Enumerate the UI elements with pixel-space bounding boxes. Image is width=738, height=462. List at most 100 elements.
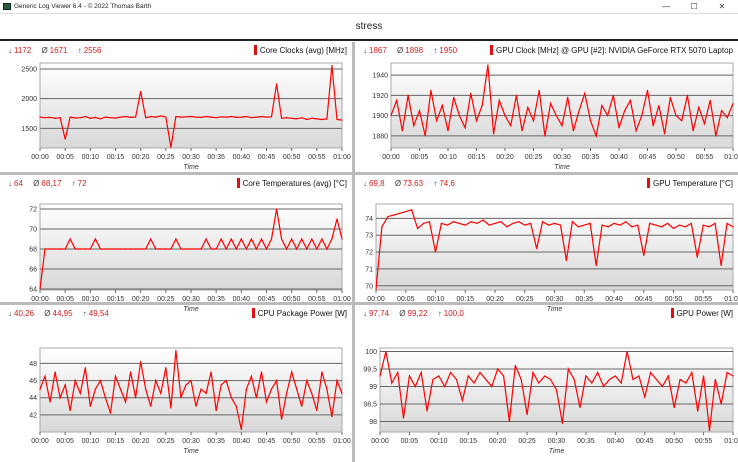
data-point — [260, 371, 263, 373]
x-tick-label: 00:15 — [456, 296, 474, 303]
data-point — [270, 116, 273, 118]
chart-svg: 98 98,5 99 99,5 100 00:00 00:05 00:10 00:15 00:20… — [363, 347, 738, 455]
data-point — [481, 104, 483, 107]
x-tick-label: 00:30 — [182, 438, 200, 445]
data-point — [637, 224, 639, 226]
average-icon: Ø — [44, 309, 51, 318]
data-point — [577, 226, 579, 228]
data-point — [69, 409, 71, 412]
data-point — [84, 248, 86, 250]
data-point — [375, 288, 377, 290]
y-tick-label: 2000 — [21, 96, 37, 103]
chart-title: Core Clocks (avg) [MHz] — [259, 45, 347, 55]
data-point — [589, 222, 591, 224]
data-point — [726, 117, 728, 119]
legend: Core Temperatures (avg) [°C] — [236, 178, 347, 188]
data-point — [473, 382, 475, 384]
x-tick-label: 00:45 — [639, 154, 657, 161]
data-point — [99, 379, 101, 382]
data-point — [686, 94, 688, 96]
data-point — [709, 99, 711, 102]
x-tick-label: 00:45 — [635, 296, 653, 303]
x-tick-label: 00:15 — [107, 154, 125, 161]
data-point — [502, 375, 505, 377]
data-point — [119, 388, 122, 390]
data-point — [74, 117, 76, 119]
x-tick-label: 00:35 — [582, 154, 600, 161]
data-point — [301, 117, 303, 119]
data-point — [150, 115, 152, 118]
data-point — [321, 371, 323, 373]
chart-title: GPU Power [W] — [676, 308, 733, 318]
data-point — [626, 350, 628, 353]
avg-value: 44,95 — [52, 309, 73, 318]
data-point — [270, 388, 273, 390]
x-tick-label: 00:05 — [397, 296, 415, 303]
close-button[interactable]: ✕ — [718, 2, 726, 11]
x-axis-label: Time — [183, 448, 199, 455]
data-point — [732, 102, 734, 105]
data-point — [275, 208, 278, 210]
minimize-button[interactable]: — — [662, 2, 670, 11]
data-point — [620, 382, 622, 384]
data-point — [542, 221, 544, 223]
data-point — [438, 375, 440, 377]
data-point — [452, 221, 454, 223]
data-point — [432, 378, 434, 381]
y-tick-label: 70 — [365, 283, 373, 290]
data-point — [584, 92, 586, 94]
data-point — [579, 406, 581, 409]
data-point — [512, 222, 514, 224]
data-point — [281, 418, 283, 420]
data-point — [220, 238, 222, 240]
data-point — [336, 379, 338, 382]
data-point — [336, 218, 338, 220]
y-tick-label: 98,5 — [363, 402, 377, 409]
x-tick-label: 00:50 — [665, 438, 683, 445]
data-point — [390, 115, 392, 117]
data-point — [532, 371, 534, 374]
data-point — [381, 226, 383, 228]
data-point — [220, 116, 222, 118]
data-point — [84, 367, 86, 369]
data-point — [655, 224, 657, 226]
data-point — [573, 378, 575, 381]
stats: ↓ 1867 Ø 1898 ↑ 1950 — [363, 46, 465, 55]
x-tick-label: 00:50 — [283, 154, 301, 161]
data-point — [675, 115, 677, 117]
data-point — [450, 371, 452, 374]
data-point — [664, 133, 666, 135]
data-point — [494, 222, 496, 224]
data-point — [64, 138, 66, 140]
data-point — [185, 384, 187, 386]
data-point — [331, 415, 333, 418]
x-tick-label: 00:40 — [610, 154, 628, 161]
data-point — [230, 397, 232, 399]
data-point — [119, 248, 122, 250]
data-point — [74, 379, 76, 382]
data-point — [281, 117, 283, 119]
max-value: 100,0 — [443, 309, 464, 318]
data-point — [190, 115, 192, 118]
data-point — [430, 89, 432, 91]
data-point — [618, 127, 620, 129]
data-point — [124, 401, 127, 403]
data-point — [696, 256, 698, 258]
data-point — [624, 109, 626, 112]
data-point — [510, 125, 512, 127]
data-point — [316, 248, 318, 250]
max-value: 72 — [77, 179, 87, 188]
data-point — [260, 115, 263, 118]
maximize-button[interactable]: ☐ — [690, 2, 698, 11]
data-point — [521, 130, 523, 132]
chart-svg: 1500 2000 2500 00:00 00:05 00:10 00:15 00:20 00:… — [21, 62, 351, 171]
min-value: 97,74 — [369, 309, 390, 318]
data-point — [658, 104, 660, 107]
data-point — [89, 405, 91, 407]
x-tick-label: 00:25 — [525, 154, 543, 161]
data-point — [180, 116, 182, 118]
data-point — [631, 226, 633, 228]
data-point — [210, 371, 212, 373]
data-point — [407, 94, 409, 96]
data-point — [39, 288, 41, 290]
